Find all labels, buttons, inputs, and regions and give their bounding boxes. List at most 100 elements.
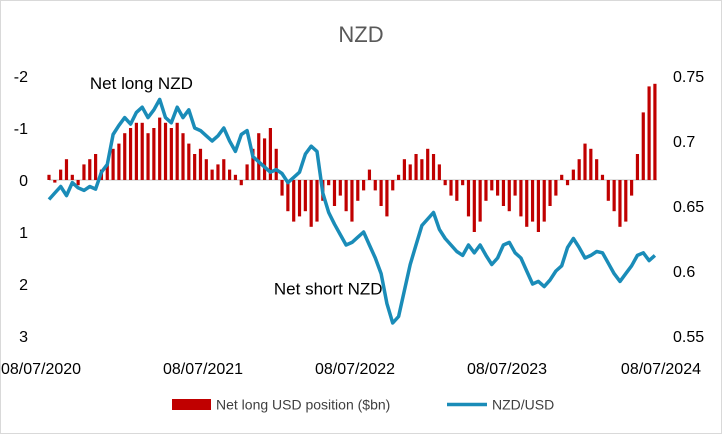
usd-position-bar <box>344 180 348 212</box>
usd-position-bar <box>472 180 476 232</box>
right-axis-ticks: 0.55 0.6 0.65 0.7 0.75 <box>673 69 704 346</box>
usd-position-bar <box>303 180 307 212</box>
usd-position-bar <box>414 154 418 180</box>
usd-position-bar <box>134 122 138 180</box>
usd-position-bar <box>64 159 69 180</box>
x-tick-label: 08/07/2024 <box>621 361 701 378</box>
usd-position-bar <box>461 180 465 186</box>
usd-position-bar <box>437 164 441 180</box>
usd-position-bar <box>327 180 331 186</box>
usd-position-bar <box>187 143 191 180</box>
usd-position-bar <box>589 148 593 180</box>
usd-position-bar <box>123 133 127 180</box>
usd-position-bar <box>204 159 208 180</box>
x-axis-ticks: 08/07/2020 08/07/2021 08/07/2022 08/07/2023… <box>1 361 701 378</box>
usd-position-bar <box>47 174 51 180</box>
usd-position-bar <box>356 180 360 201</box>
usd-position-bar <box>630 180 634 196</box>
usd-position-bar <box>560 174 564 180</box>
usd-position-bar <box>478 180 482 222</box>
usd-position-bar <box>554 180 558 196</box>
usd-position-bar <box>624 180 628 222</box>
usd-position-bar <box>245 164 249 180</box>
usd-position-bar <box>595 159 599 180</box>
usd-position-bar <box>233 174 238 180</box>
left-tick-label: -1 <box>14 121 28 138</box>
usd-position-bar <box>239 180 243 186</box>
legend: Net long USD position ($bn) NZD/USD <box>172 397 554 413</box>
usd-position-bar <box>542 180 546 222</box>
usd-position-bar <box>169 128 173 180</box>
usd-position-bar <box>117 143 121 180</box>
usd-position-bar <box>280 180 284 196</box>
usd-position-bar <box>152 128 156 180</box>
nzdusd-line <box>47 97 657 325</box>
usd-position-bar <box>158 117 162 180</box>
usd-position-bar <box>181 133 185 180</box>
usd-position-bar <box>140 122 144 180</box>
usd-position-bar <box>338 180 342 196</box>
usd-position-bar <box>501 180 506 206</box>
left-axis-ticks: -2 -1 0 1 2 3 <box>14 69 28 346</box>
usd-position-bar <box>332 180 337 206</box>
usd-position-bar <box>373 180 377 191</box>
right-tick-label: 0.55 <box>673 329 704 346</box>
usd-position-bar <box>216 164 220 180</box>
usd-position-bar <box>53 180 57 183</box>
usd-position-bar <box>262 138 267 180</box>
usd-position-bar <box>530 180 535 222</box>
usd-position-bar <box>455 180 459 201</box>
usd-position-bar <box>420 159 424 180</box>
usd-position-bar <box>496 180 500 196</box>
usd-position-bar <box>274 148 278 180</box>
left-tick-label: 2 <box>19 277 28 294</box>
usd-position-bar <box>297 180 302 217</box>
left-tick-label: 0 <box>19 173 28 190</box>
usd-position-bar <box>612 180 616 212</box>
usd-position-bar <box>396 174 401 180</box>
usd-position-bar <box>525 180 529 227</box>
usd-position-bar <box>606 180 610 201</box>
usd-position-bar <box>548 180 552 206</box>
usd-position-bar <box>583 143 587 180</box>
legend-bar-swatch <box>172 399 211 410</box>
usd-position-bar <box>362 180 366 191</box>
usd-position-bar <box>309 180 313 227</box>
usd-position-bar <box>88 159 92 180</box>
usd-position-bar <box>653 83 657 180</box>
usd-position-bar <box>286 180 290 212</box>
legend-line-label: NZD/USD <box>492 397 554 413</box>
usd-position-bar <box>367 169 372 180</box>
usd-position-bar <box>536 180 540 232</box>
chart-title: NZD <box>338 22 383 47</box>
usd-position-bar <box>315 180 319 222</box>
x-tick-label: 08/07/2023 <box>467 361 547 378</box>
usd-position-bar <box>577 159 581 180</box>
usd-position-bar <box>350 180 354 222</box>
usd-position-bar <box>385 180 389 217</box>
x-tick-label: 08/07/2021 <box>163 361 243 378</box>
usd-position-bar <box>163 122 168 180</box>
legend-bar-label: Net long USD position ($bn) <box>216 397 390 413</box>
usd-position-bar <box>198 148 203 180</box>
usd-position-bar <box>146 133 150 180</box>
usd-position-bar <box>257 133 261 180</box>
left-tick-label: 3 <box>19 329 28 346</box>
usd-position-bar <box>210 169 214 180</box>
usd-position-bar <box>82 164 86 180</box>
usd-position-bar <box>443 180 447 186</box>
usd-position-bar <box>105 164 109 180</box>
usd-position-bar <box>94 154 98 180</box>
usd-position-bar <box>228 169 232 180</box>
usd-position-bar <box>426 148 430 180</box>
x-tick-label: 08/07/2020 <box>1 361 81 378</box>
usd-position-bar <box>379 180 383 206</box>
usd-position-bar <box>641 112 645 180</box>
usd-position-bar <box>391 180 395 191</box>
usd-position-bar <box>251 148 255 180</box>
usd-position-bar <box>431 154 436 180</box>
usd-position-bar <box>402 159 406 180</box>
left-tick-label: 1 <box>19 225 28 242</box>
annotation-label: Net long NZD <box>90 74 193 93</box>
